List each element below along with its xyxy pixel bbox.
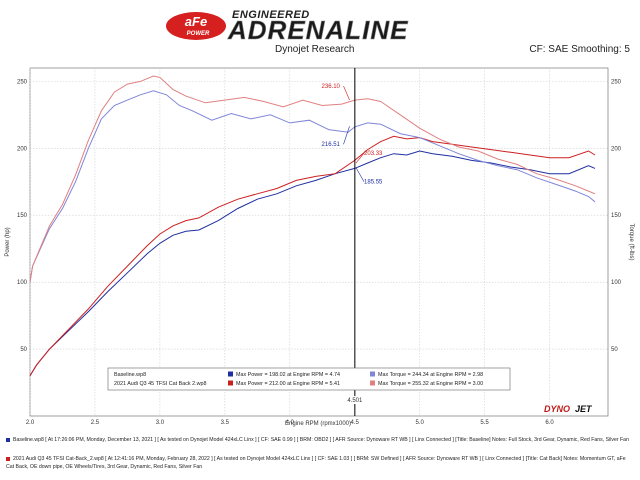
legend-file-baseline: Baseline.wp8 (114, 372, 146, 378)
dynojet-dyno: DYNO (544, 404, 570, 414)
y-tick-label-left: 50 (20, 347, 27, 353)
afe-text: aFe (185, 14, 207, 29)
grid (29, 68, 608, 416)
chart-header-title: Dynojet Research (275, 44, 355, 55)
y-axis-left-label: Power (hp) (5, 227, 11, 256)
y-tick-label-left: 150 (17, 213, 28, 219)
legend-box (107, 367, 511, 391)
annotation-label: 236.10 (322, 84, 341, 90)
y-tick-label-right: 250 (611, 79, 622, 85)
dynojet-logo: DYNO JET (544, 404, 593, 414)
cursor-label-bg (342, 396, 367, 404)
legend-file-catback: 2021 Audi Q3 45 TFSI Cat Back 2.wp8 (114, 381, 207, 387)
footer-run-baseline: Baseline.wp8 [ At 17:26:06 PM, Monday, D… (6, 436, 634, 444)
x-tick-label: 2.5 (91, 420, 100, 426)
annotation-leader (355, 152, 365, 164)
footer-marker-baseline (6, 437, 10, 442)
y-axis-right-label: Torque (ft-lbs) (628, 223, 634, 260)
afe-adrenaline-logo: aFe POWER ENGINEERED ADRENALINE (166, 9, 408, 42)
legend-swatch-catback-torque (370, 380, 375, 386)
chart-header-cf: CF: SAE Smoothing: 5 (529, 44, 630, 55)
legend-catback-torque: Max Torque = 255.32 at Engine RPM = 3.00 (378, 381, 483, 387)
annotations: 236.10 216.51 203.33 185.55 (322, 84, 384, 186)
legend: Baseline.wp8 Max Power = 198.02 at Engin… (107, 367, 511, 391)
legend-swatch-baseline-torque (370, 371, 375, 377)
plot-frame (29, 67, 609, 417)
x-tick-label: 4.5 (351, 420, 360, 426)
x-axis-label: Engine RPM (rpmx1000) (285, 421, 351, 427)
annotation-leader (343, 126, 350, 145)
legend-swatch-baseline-power (228, 371, 233, 377)
footer-run-catback: 2021 Audi Q3 45 TFSI Cat-Back_2.wp8 [ At… (6, 455, 634, 471)
engineered-text: ENGINEERED (232, 9, 310, 21)
rpm-cursor: 4.501 (342, 68, 367, 416)
power-text: POWER (187, 31, 210, 37)
annotation-label: 216.51 (322, 142, 341, 148)
footer-line-baseline: Baseline.wp8 [ At 17:26:06 PM, Monday, D… (13, 437, 629, 443)
y-tick-label-left: 200 (17, 146, 28, 152)
axis-ticks: 2.0 2.5 3.0 3.5 4.0 4.5 5.0 5.5 6.0 50 50 100 100 150… (17, 79, 622, 426)
y-tick-label-left: 100 (17, 280, 28, 286)
footer-marker-catback (6, 456, 10, 461)
series-line-torque (29, 90, 596, 283)
legend-swatch-catback-power (228, 380, 233, 386)
y-tick-label-right: 200 (611, 146, 622, 152)
legend-baseline-power: Max Power = 198.02 at Engine RPM = 4.74 (236, 372, 340, 378)
legend-catback-power: Max Power = 212.00 at Engine RPM = 5.41 (236, 381, 340, 387)
annotation-leader (343, 85, 350, 101)
x-tick-label: 3.0 (156, 420, 165, 426)
series-line-power (29, 135, 596, 377)
x-tick-label: 6.0 (545, 420, 554, 426)
annotation-label: 203.33 (364, 151, 383, 157)
y-tick-label-left: 250 (17, 79, 28, 85)
x-tick-label: 5.5 (480, 420, 489, 426)
legend-baseline-torque: Max Torque = 244.34 at Engine RPM = 2.98 (378, 372, 483, 378)
annotation-leader (355, 167, 365, 182)
annotation-label: 185.55 (364, 180, 383, 186)
y-tick-label-right: 150 (611, 213, 622, 219)
x-tick-label: 2.0 (26, 420, 35, 426)
y-tick-label-right: 100 (611, 280, 622, 286)
afe-badge (166, 12, 226, 40)
series-line-power (29, 150, 596, 377)
series-lines (29, 75, 596, 377)
dynojet-jet: JET (575, 404, 593, 414)
x-tick-label: 3.5 (221, 420, 230, 426)
series-line-torque (29, 75, 596, 283)
footer-line-catback: 2021 Audi Q3 45 TFSI Cat-Back_2.wp8 [ At… (6, 456, 626, 470)
x-tick-label: 5.0 (415, 420, 424, 426)
cursor-label: 4.501 (347, 398, 363, 404)
y-tick-label-right: 50 (611, 347, 618, 353)
x-tick-label: 4.0 (286, 420, 295, 426)
adrenaline-text: ADRENALINE (227, 15, 408, 42)
